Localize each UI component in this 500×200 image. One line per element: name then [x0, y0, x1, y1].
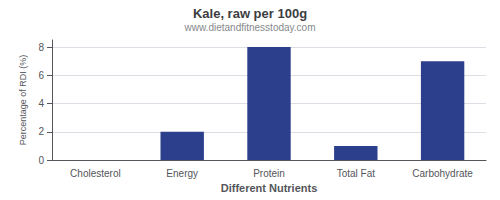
svg-text:www.dietandfitnesstoday.com: www.dietandfitnesstoday.com — [184, 22, 316, 33]
svg-text:6: 6 — [38, 70, 44, 81]
svg-text:8: 8 — [38, 42, 44, 53]
svg-text:Percentage of RDI (%): Percentage of RDI (%) — [18, 55, 28, 146]
svg-text:Kale, raw per 100g: Kale, raw per 100g — [193, 6, 307, 21]
svg-text:Different Nutrients: Different Nutrients — [221, 182, 318, 194]
svg-text:0: 0 — [38, 155, 44, 166]
svg-text:Cholesterol: Cholesterol — [70, 168, 121, 179]
svg-text:4: 4 — [38, 98, 44, 109]
svg-text:Energy: Energy — [166, 168, 198, 179]
svg-text:Total Fat: Total Fat — [337, 168, 376, 179]
svg-text:Carbohydrate: Carbohydrate — [412, 168, 473, 179]
svg-text:Protein: Protein — [253, 168, 285, 179]
svg-text:2: 2 — [38, 126, 44, 137]
